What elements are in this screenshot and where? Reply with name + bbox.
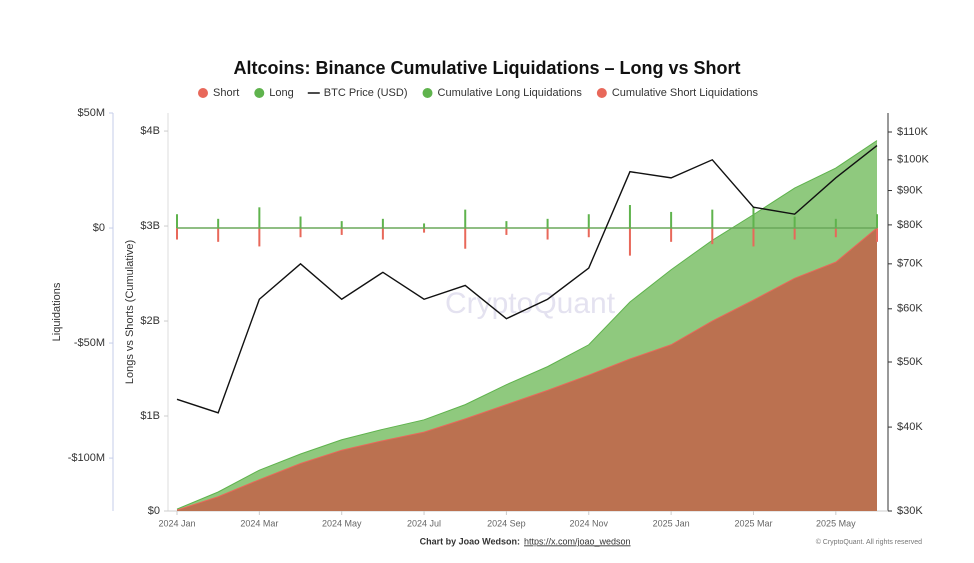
legend-swatch: [596, 88, 607, 98]
y-tick-label: -$50M: [74, 337, 105, 349]
y2-tick-label: $3B: [140, 220, 160, 232]
y-tick-label: -$100M: [68, 452, 105, 464]
liquidation-bar: [299, 228, 302, 238]
y3-tick-label: $40K: [897, 421, 923, 433]
chart-title: Altcoins: Binance Cumulative Liquidation…: [233, 58, 740, 78]
x-tick-label: 2024 Jan: [158, 518, 195, 528]
x-tick-label: 2024 Jul: [407, 518, 441, 528]
liquidation-bar: [628, 205, 631, 229]
legend-label: Long: [269, 87, 293, 99]
x-tick-label: 2024 Nov: [569, 518, 608, 528]
liquidation-bar: [752, 207, 755, 229]
liquidation-bar: [834, 228, 837, 238]
area-line: [176, 227, 878, 511]
liquidation-bar: [834, 218, 837, 229]
y2-tick-label: $4B: [140, 125, 160, 137]
liquidation-bar: [381, 228, 384, 240]
liquidation-bar: [464, 209, 467, 229]
x-tick-label: 2024 Mar: [240, 518, 278, 528]
liquidation-bar: [711, 228, 714, 245]
y-tick-label: $0: [93, 222, 105, 234]
liquidation-bar: [793, 216, 796, 229]
copyright: © CryptoQuant. All rights reserved: [816, 538, 922, 546]
legend-swatch: [198, 88, 208, 98]
y3-tick-label: $90K: [897, 184, 923, 196]
y-tick-label: $50M: [77, 107, 105, 119]
watermark: CryptoQuant: [445, 287, 616, 320]
area-fill: [177, 227, 877, 512]
x-tick-label: 2025 Jan: [653, 518, 690, 528]
liquidation-bar: [340, 221, 343, 229]
liquidation-bar: [176, 214, 178, 229]
liquidation-bar: [670, 228, 673, 242]
legend-label: Short: [213, 87, 239, 99]
liquidation-bar: [876, 228, 878, 242]
legend-label: Cumulative Short Liquidations: [612, 87, 759, 99]
y-axis-title: Liquidations: [51, 282, 63, 341]
liquidation-bar: [752, 228, 755, 247]
x-tick-label: 2025 Mar: [734, 518, 772, 528]
liquidation-bar: [340, 228, 343, 235]
liquidation-bar: [258, 228, 261, 247]
legend-label: Cumulative Long Liquidations: [438, 87, 583, 99]
y2-tick-label: $2B: [140, 315, 160, 327]
liquidation-bar: [505, 221, 508, 229]
x-tick-label: 2024 Sep: [487, 518, 526, 528]
liquidation-bar: [258, 207, 261, 229]
liquidation-bar: [217, 218, 220, 229]
liquidation-bar: [176, 228, 178, 240]
legend-label: BTC Price (USD): [324, 87, 408, 99]
liquidation-bar: [876, 214, 878, 229]
legend-swatch: [254, 88, 265, 98]
y3-tick-label: $70K: [897, 258, 923, 270]
liquidation-bar: [464, 228, 467, 249]
y2-tick-label: $1B: [140, 410, 160, 422]
y3-tick-label: $60K: [897, 303, 923, 315]
legend: Short Long BTC Price (USD) Cumulative Long …: [198, 87, 758, 99]
y2-axis-title: Longs vs Shorts (Cumulative): [124, 240, 136, 384]
liquidation-bar: [546, 228, 549, 240]
y3-tick-label: $110K: [897, 126, 929, 138]
liquidation-bar: [546, 218, 549, 229]
y2-tick-label: $0: [148, 505, 160, 517]
y3-tick-label: $30K: [897, 505, 923, 517]
liquidation-bar: [423, 223, 426, 229]
credit: Chart by Joao Wedson:: [420, 536, 520, 546]
liquidation-bar: [793, 228, 796, 240]
y3-tick-label: $80K: [897, 219, 923, 231]
liquidation-bar: [628, 228, 631, 256]
liquidation-bar: [423, 228, 426, 233]
liquidation-bar: [505, 228, 508, 235]
area-line: [176, 140, 878, 510]
x-tick-label: 2024 May: [322, 518, 362, 528]
liquidation-bar: [670, 211, 673, 229]
liquidation-bar: [299, 216, 302, 229]
liquidation-bar: [587, 228, 590, 238]
legend-swatch: [422, 88, 433, 98]
x-tick-label: 2025 May: [816, 518, 856, 528]
liquidation-bar: [711, 209, 714, 229]
credit-link[interactable]: https://x.com/joao_wedson: [524, 536, 631, 546]
liquidation-bar: [217, 228, 220, 242]
liquidation-bar: [381, 218, 384, 229]
y3-tick-label: $50K: [897, 356, 923, 368]
y3-tick-label: $100K: [897, 154, 929, 166]
price-line: [176, 145, 878, 414]
liquidation-bar: [587, 214, 590, 229]
